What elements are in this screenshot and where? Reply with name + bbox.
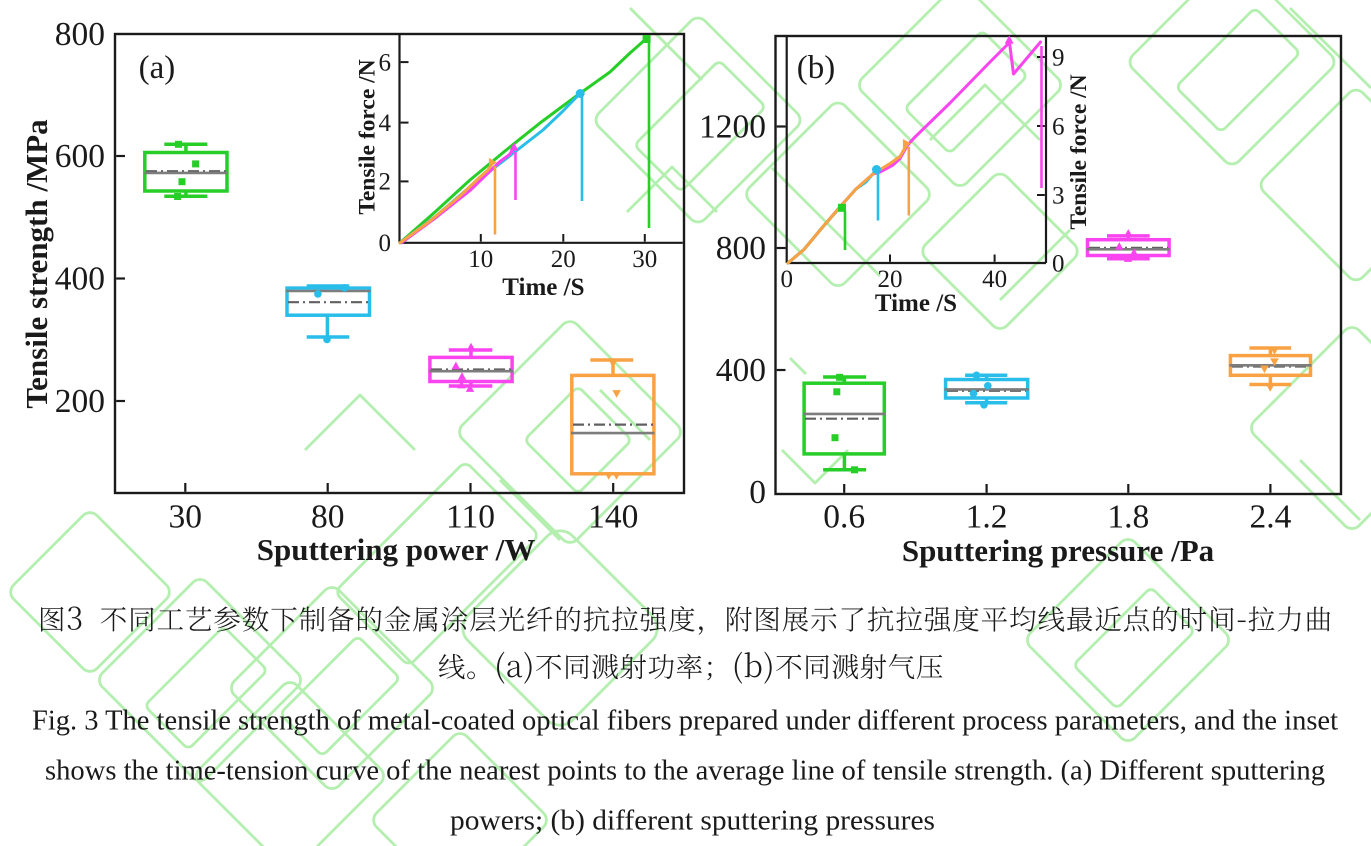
- svg-text:Tensile force /N: Tensile force /N: [355, 59, 381, 214]
- svg-text:30: 30: [632, 246, 657, 273]
- svg-text:80: 80: [311, 499, 345, 536]
- svg-text:0: 0: [780, 266, 793, 293]
- svg-text:800: 800: [716, 230, 766, 267]
- svg-text:powers; (b) different sputteri: powers; (b) different sputtering pressur…: [450, 805, 935, 837]
- svg-text:140: 140: [588, 499, 638, 536]
- svg-text:10: 10: [468, 246, 493, 273]
- svg-text:Tensile force /N: Tensile force /N: [1066, 74, 1092, 229]
- svg-text:0: 0: [1052, 250, 1065, 277]
- svg-text:(a): (a): [139, 50, 176, 86]
- svg-text:Sputtering pressure /Pa: Sputtering pressure /Pa: [902, 533, 1215, 568]
- svg-text:2.4: 2.4: [1249, 499, 1291, 536]
- svg-text:Time /S: Time /S: [875, 290, 957, 317]
- svg-text:shows the time-tension curve o: shows the time-tension curve of the near…: [45, 755, 1325, 787]
- svg-text:3: 3: [1052, 182, 1065, 209]
- svg-text:1.2: 1.2: [966, 499, 1008, 536]
- svg-text:Tensile strength /MPa: Tensile strength /MPa: [19, 119, 54, 409]
- svg-text:4: 4: [379, 110, 392, 137]
- svg-text:400: 400: [55, 260, 105, 297]
- svg-text:2: 2: [379, 169, 392, 196]
- svg-text:1.8: 1.8: [1107, 499, 1149, 536]
- svg-text:1200: 1200: [699, 108, 766, 145]
- svg-text:0.6: 0.6: [823, 499, 865, 536]
- svg-text:110: 110: [446, 499, 495, 536]
- svg-text:400: 400: [716, 352, 766, 389]
- svg-text:20: 20: [551, 246, 576, 273]
- svg-text:0: 0: [749, 474, 766, 511]
- svg-text:40: 40: [982, 266, 1007, 293]
- svg-text:Sputtering power /W: Sputtering power /W: [257, 532, 535, 567]
- svg-text:Time /S: Time /S: [502, 274, 584, 301]
- svg-text:30: 30: [169, 499, 203, 536]
- svg-text:20: 20: [878, 266, 903, 293]
- svg-text:6: 6: [1052, 113, 1065, 140]
- svg-text:600: 600: [55, 138, 105, 175]
- svg-text:Fig. 3 The tensile strength of: Fig. 3 The tensile strength of metal-coa…: [32, 705, 1338, 737]
- svg-text:800: 800: [55, 16, 105, 53]
- svg-text:9: 9: [1052, 44, 1065, 71]
- svg-text:6: 6: [379, 49, 392, 76]
- svg-text:0: 0: [379, 230, 392, 257]
- svg-text:200: 200: [55, 383, 105, 420]
- svg-text:(b): (b): [797, 50, 835, 86]
